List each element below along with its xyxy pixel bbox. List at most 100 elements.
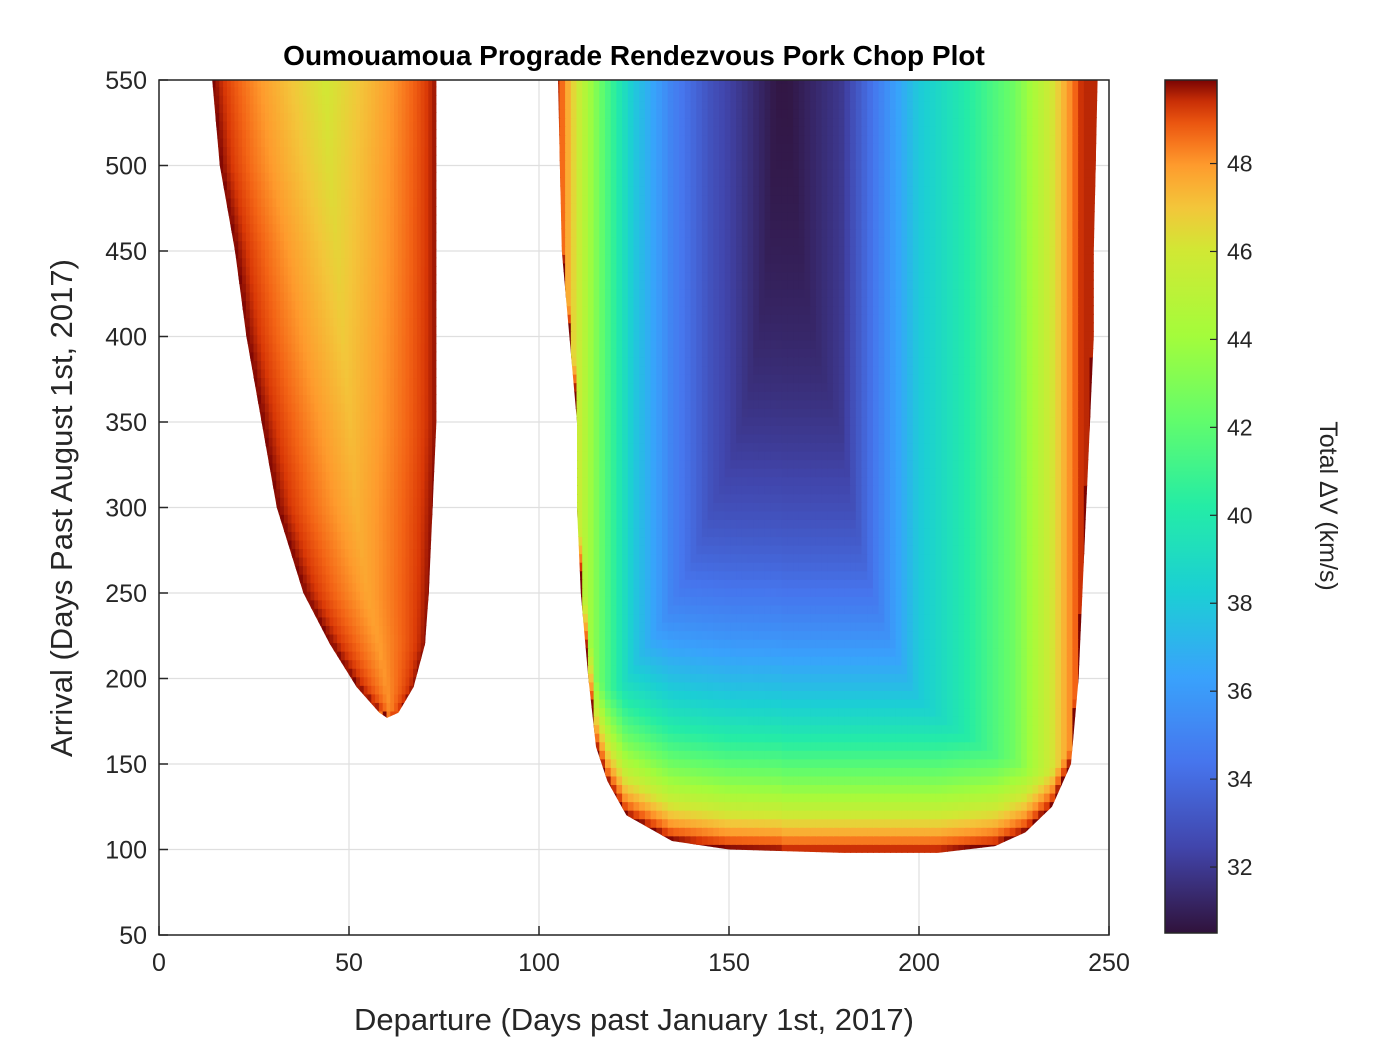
heatmap-cell <box>295 453 301 464</box>
heatmap-cell <box>230 197 236 208</box>
heatmap-cell <box>378 180 384 190</box>
heatmap-cell <box>329 188 335 199</box>
heatmap-cell <box>356 599 361 609</box>
heatmap-cell <box>348 513 354 524</box>
heatmap-cell <box>633 809 641 820</box>
heatmap-cell <box>371 394 377 404</box>
heatmap-cell <box>815 835 823 845</box>
heatmap-cell <box>363 624 369 635</box>
heatmap-cell <box>310 513 316 524</box>
heatmap-cell <box>382 616 388 626</box>
heatmap-cell <box>291 86 297 96</box>
heatmap-cell <box>272 223 278 233</box>
heatmap-cell <box>375 265 380 276</box>
heatmap-cell <box>424 86 430 96</box>
heatmap-cell <box>219 94 225 105</box>
heatmap-cell <box>325 171 331 182</box>
heatmap-cell <box>325 539 331 550</box>
heatmap-cell <box>713 835 720 845</box>
heatmap-cell <box>907 826 914 837</box>
heatmap-cell <box>378 479 384 490</box>
heatmap-cell <box>280 428 285 438</box>
heatmap-cell <box>283 86 289 96</box>
heatmap-cell <box>329 607 335 618</box>
heatmap-cell <box>390 496 396 507</box>
heatmap-cell <box>321 479 327 490</box>
heatmap-cell <box>310 214 316 225</box>
heatmap-cell <box>758 818 766 828</box>
heatmap-cell <box>367 94 373 105</box>
heatmap-cell <box>356 171 361 182</box>
heatmap-cell <box>321 86 327 96</box>
heatmap-cell <box>356 351 361 361</box>
heatmap-cell <box>371 565 377 575</box>
heatmap-cell <box>684 835 692 845</box>
heatmap-cell <box>318 419 323 430</box>
heatmap-cell <box>378 120 384 131</box>
heatmap-cell <box>401 548 407 558</box>
heatmap-cell <box>276 505 282 515</box>
heatmap-cell <box>249 334 255 344</box>
heatmap-cell <box>371 599 377 609</box>
heatmap-cell <box>268 197 274 208</box>
heatmap-cell <box>318 265 323 276</box>
heatmap-cell <box>367 325 373 336</box>
heatmap-cell <box>283 377 289 387</box>
heatmap-cell <box>302 308 308 319</box>
heatmap-cell <box>363 351 369 361</box>
heatmap-cell <box>337 359 342 370</box>
heatmap-cell <box>283 419 289 430</box>
heatmap-cell <box>302 103 308 113</box>
heatmap-cell <box>325 223 331 233</box>
heatmap-cell <box>264 129 270 139</box>
heatmap-cell <box>401 223 407 233</box>
heatmap-cell <box>340 274 346 284</box>
heatmap-cell <box>306 120 312 131</box>
heatmap-cell <box>371 590 377 601</box>
heatmap-cell <box>291 411 297 421</box>
heatmap-cell <box>405 274 411 284</box>
heatmap-cell <box>964 826 971 837</box>
heatmap-cell <box>337 223 342 233</box>
heatmap-cell <box>424 453 430 464</box>
heatmap-cell <box>424 394 430 404</box>
heatmap-cell <box>363 667 369 678</box>
heatmap-cell <box>701 818 709 828</box>
heatmap-cell <box>409 471 415 481</box>
heatmap-cell <box>644 818 652 828</box>
heatmap-cell <box>424 154 430 165</box>
heatmap-cell <box>280 137 285 148</box>
heatmap-cell <box>409 684 415 695</box>
heatmap-cell <box>283 197 289 208</box>
heatmap-cell <box>268 445 274 455</box>
heatmap-cell <box>276 282 282 293</box>
heatmap-cell <box>344 556 350 567</box>
heatmap-cell <box>356 513 361 524</box>
heatmap-cell <box>386 94 392 105</box>
heatmap-cell <box>352 231 358 242</box>
heatmap-cell <box>329 513 335 524</box>
heatmap-cell <box>371 428 377 438</box>
heatmap-cell <box>310 197 316 208</box>
heatmap-cell <box>359 419 365 430</box>
heatmap-cell <box>386 453 392 464</box>
heatmap-cell <box>878 835 886 845</box>
heatmap-cell <box>367 240 373 250</box>
heatmap-cell <box>234 223 240 233</box>
heatmap-cell <box>359 607 365 618</box>
heatmap-cell <box>390 701 396 712</box>
heatmap-cell <box>348 419 354 430</box>
heatmap-cell <box>329 479 335 490</box>
heatmap-cell <box>314 479 320 490</box>
heatmap-cell <box>337 471 342 481</box>
heatmap-cell <box>230 206 236 216</box>
heatmap-cell <box>352 223 358 233</box>
heatmap-cell <box>245 240 251 250</box>
heatmap-cell <box>302 394 308 404</box>
heatmap-cell <box>958 826 966 837</box>
heatmap-cell <box>344 402 350 413</box>
heatmap-cell <box>394 445 399 455</box>
heatmap-cell <box>416 496 422 507</box>
heatmap-cell <box>291 171 297 182</box>
heatmap-cell <box>432 368 437 379</box>
